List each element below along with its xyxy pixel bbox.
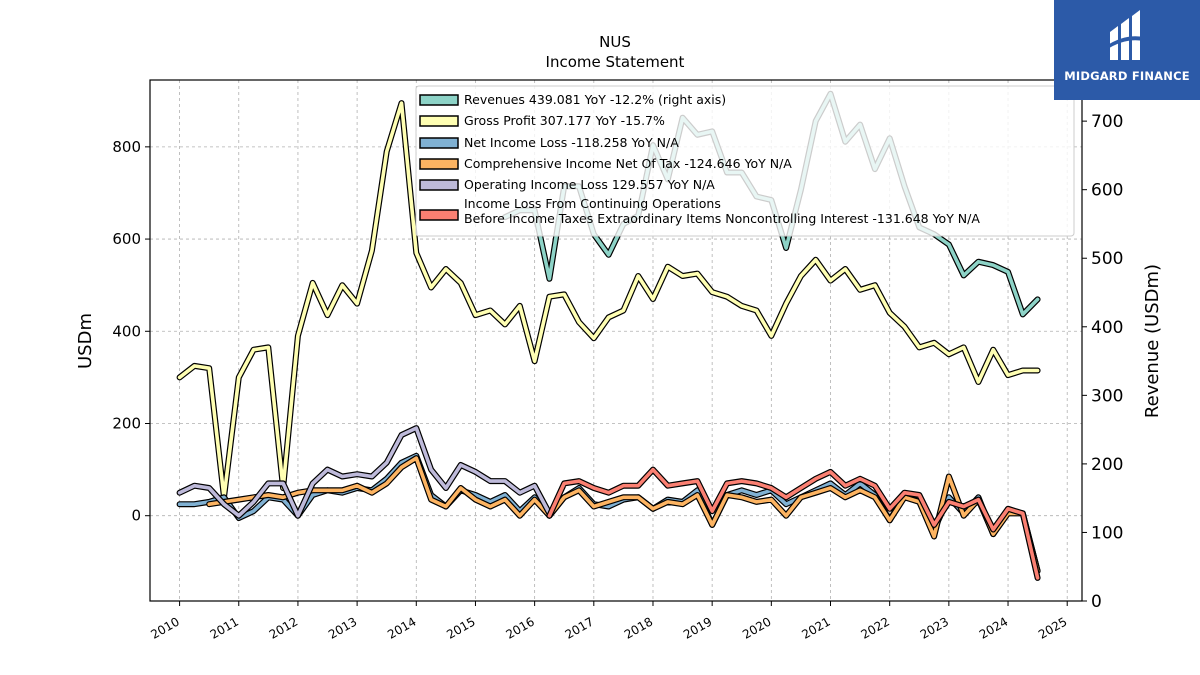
- x-tick-label: 2021: [799, 614, 832, 641]
- y-tick-label-right: 100: [1091, 523, 1123, 543]
- y-tick-label-left: 200: [112, 414, 141, 432]
- x-tick-label: 2023: [918, 614, 951, 641]
- x-tick-label: 2010: [148, 614, 181, 641]
- x-tick-label: 2025: [1036, 614, 1069, 641]
- series-outline-2: [176, 452, 1041, 574]
- midgard-finance-logo: MIDGARD FINANCE: [1054, 0, 1200, 100]
- legend-label-4: Operating Income Loss 129.557 YoY N/A: [464, 177, 715, 192]
- y-tick-label-left: 0: [131, 507, 141, 525]
- y-axis-label-left: USDm: [75, 313, 96, 369]
- legend-swatch-5: [419, 209, 459, 221]
- legend-swatch-2: [419, 137, 459, 149]
- x-tick-label: 2017: [563, 614, 596, 641]
- legend-box: [415, 85, 1075, 237]
- legend-label-0: Revenues 439.081 YoY -12.2% (right axis): [464, 92, 726, 107]
- legend: Revenues 439.081 YoY -12.2% (right axis)…: [415, 85, 1075, 237]
- x-tick-label: 2019: [681, 614, 714, 641]
- series-line-3: [207, 456, 1040, 573]
- chart-subtitle: Income Statement: [546, 53, 685, 71]
- x-tick-label: 2016: [503, 614, 536, 641]
- x-tick-label: 2015: [444, 614, 477, 641]
- y-tick-label-right: 500: [1091, 249, 1123, 269]
- x-tick-label: 2011: [208, 614, 241, 641]
- logo-text: MIDGARD FINANCE: [1064, 69, 1190, 83]
- y-tick-label-right: 400: [1091, 318, 1123, 338]
- midgard-logo-icon: [1106, 10, 1148, 60]
- x-tick-label: 2018: [622, 614, 655, 641]
- y-tick-label-right: 200: [1091, 455, 1123, 475]
- y-tick-label-left: 400: [112, 322, 141, 340]
- legend-swatch-1: [419, 115, 459, 127]
- series-line-5: [547, 467, 1040, 580]
- series-line-1: [177, 101, 1040, 500]
- plot-frame: [149, 79, 1083, 602]
- series-line-2: [177, 453, 1040, 573]
- legend-label-5: Income Loss From Continuing Operations Be…: [464, 196, 980, 226]
- x-tick-label: 2024: [977, 614, 1010, 641]
- legend-label-2: Net Income Loss -118.258 YoY N/A: [464, 135, 679, 150]
- x-tick-label: 2012: [267, 614, 300, 641]
- legend-swatch-4: [419, 179, 459, 191]
- y-tick-label-right: 0: [1091, 592, 1102, 612]
- series-line-4: [177, 426, 552, 518]
- x-tick-label: 2020: [740, 614, 773, 641]
- y-tick-label-left: 600: [112, 230, 141, 248]
- legend-label-1: Gross Profit 307.177 YoY -15.7%: [464, 113, 665, 128]
- y-tick-label-right: 700: [1091, 112, 1123, 132]
- x-tick-label: 2022: [859, 614, 892, 641]
- legend-swatch-0: [419, 94, 459, 106]
- x-tick-label: 2014: [385, 614, 418, 641]
- y-tick-label-left: 800: [112, 138, 141, 156]
- y-tick-label-right: 300: [1091, 386, 1123, 406]
- chart-title: NUS: [599, 33, 631, 51]
- legend-swatch-3: [419, 158, 459, 170]
- y-tick-label-right: 600: [1091, 181, 1123, 201]
- y-axis-label-right: Revenue (USDm): [1142, 264, 1163, 418]
- legend-label-3: Comprehensive Income Net Of Tax -124.646…: [464, 156, 792, 171]
- x-tick-label: 2013: [326, 614, 359, 641]
